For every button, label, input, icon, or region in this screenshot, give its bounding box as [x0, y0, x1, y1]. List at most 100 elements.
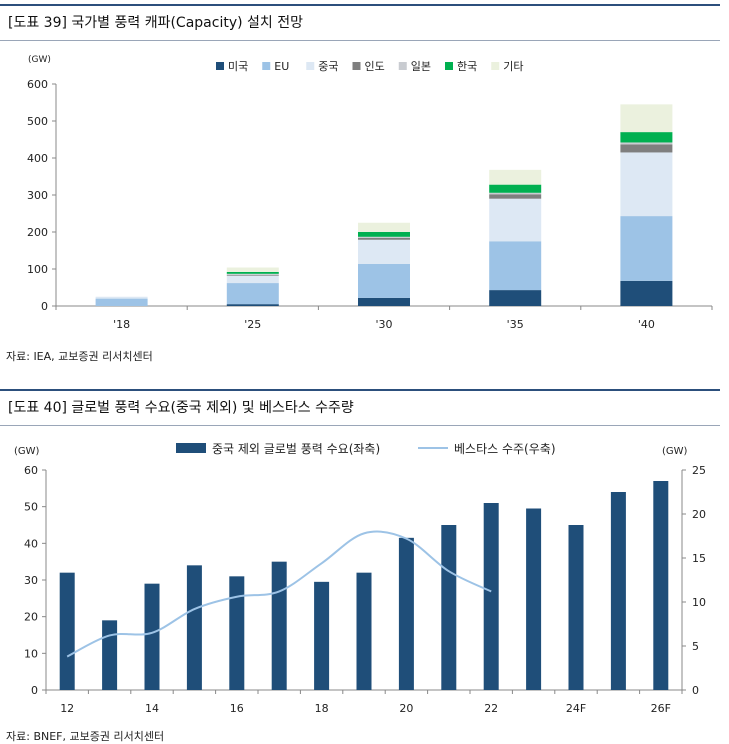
x-tick-label: 24F [566, 702, 586, 715]
x-tick-label: 12 [60, 702, 74, 715]
demand-bar [526, 508, 542, 690]
bar-segment [358, 297, 410, 306]
bar-segment [620, 144, 673, 153]
y-axis-unit: (GW) [28, 55, 51, 65]
y-tick-label: 300 [27, 189, 48, 202]
bar-segment [489, 198, 542, 242]
bar-segment [489, 169, 542, 185]
left-y-tick-label: 40 [24, 537, 38, 550]
legend-swatch [262, 62, 271, 70]
right-axis-unit: (GW) [662, 446, 688, 457]
left-y-tick-label: 0 [31, 684, 38, 697]
left-axis-unit: (GW) [14, 446, 40, 457]
right-y-tick-label: 15 [692, 552, 706, 565]
bar-segment [358, 222, 410, 232]
title-bar: [도표 40] 글로벌 풍력 수요(중국 제외) 및 베스타스 수주량 [0, 389, 720, 426]
x-tick-label: '25 [244, 318, 261, 331]
right-y-tick-label: 25 [692, 464, 706, 477]
bar-segment [620, 152, 673, 217]
legend-label: 한국 [457, 60, 477, 73]
left-y-tick-label: 10 [24, 647, 38, 660]
vestas-orders-line [66, 530, 492, 658]
x-tick-label: '35 [507, 318, 524, 331]
legend-swatch [445, 62, 453, 70]
demand-bar [102, 620, 118, 690]
bar-segment [226, 271, 279, 274]
legend-swatch [398, 62, 407, 70]
legend-swatch [491, 62, 500, 70]
legend-label: 중국 [318, 60, 338, 73]
y-tick-label: 400 [27, 152, 48, 165]
bar-segment [95, 298, 148, 306]
legend-label: 중국 제외 글로벌 풍력 수요(좌축) [212, 442, 380, 456]
left-y-tick-label: 50 [24, 501, 38, 514]
bar-segment [489, 192, 542, 195]
bar-segment [620, 132, 673, 143]
demand-bar [356, 572, 372, 690]
left-y-tick-label: 20 [24, 611, 38, 624]
right-y-tick-label: 5 [692, 640, 699, 653]
demand-bar [314, 581, 330, 690]
demand-bar [271, 561, 287, 690]
legend-label: 기타 [503, 60, 523, 73]
bar-segment [358, 236, 410, 238]
chart-title: [도표 39] 국가별 풍력 캐파(Capacity) 설치 전망 [8, 15, 303, 31]
bar-segment [358, 239, 410, 264]
legend-label: 베스타스 수주(우축) [454, 442, 556, 456]
left-y-tick-label: 30 [24, 574, 38, 587]
bar-segment [489, 184, 542, 193]
bar-segment [489, 241, 542, 291]
source-note: 자료: BNEF, 교보증권 리서치센터 [6, 730, 165, 743]
legend-swatch [176, 443, 206, 453]
x-tick-label: 16 [230, 702, 244, 715]
x-tick-label: 14 [145, 702, 159, 715]
x-tick-label: '40 [638, 318, 655, 331]
bar-segment [358, 263, 410, 298]
left-y-tick-label: 60 [24, 464, 38, 477]
legend-swatch [352, 62, 361, 70]
chart-title: [도표 40] 글로벌 풍력 수요(중국 제외) 및 베스타스 수주량 [8, 400, 354, 416]
x-tick-label: 26F [651, 702, 671, 715]
bar-segment [226, 267, 279, 272]
y-tick-label: 200 [27, 226, 48, 239]
legend-swatch [306, 62, 315, 70]
x-tick-label: 22 [484, 702, 498, 715]
bar-segment [358, 237, 410, 240]
bar-segment [489, 290, 542, 306]
panel-global-wind-demand: [도표 40] 글로벌 풍력 수요(중국 제외) 및 베스타스 수주량 (GW)… [0, 372, 729, 744]
demand-bar [441, 525, 457, 690]
demand-bar [229, 576, 245, 690]
panel-country-wind-capacity: [도표 39] 국가별 풍력 캐파(Capacity) 설치 전망 (GW) 미국… [0, 4, 720, 363]
bar-segment [358, 232, 410, 237]
stacked-bar-chart: (GW) 미국 EU 중국 인도 일본 한국 기타 0 100 200 300 400 500 600 '18… [27, 55, 713, 331]
right-y-tick-label: 0 [692, 684, 699, 697]
y-tick-label: 100 [27, 263, 48, 276]
legend-swatch [216, 62, 224, 70]
x-tick-label: '30 [375, 318, 392, 331]
y-tick-label: 600 [27, 78, 48, 91]
legend-label: 일본 [411, 59, 431, 73]
demand-bar [483, 503, 499, 690]
bar-segment [226, 304, 279, 306]
bar-segment [620, 142, 673, 145]
bar-segment [620, 280, 673, 306]
bar-segment [226, 273, 279, 275]
bar-segment [489, 194, 542, 199]
bar-segment [620, 216, 673, 281]
demand-bar [186, 565, 202, 690]
bar-segment [226, 274, 279, 276]
bar-line-combo-chart: (GW) (GW) 중국 제외 글로벌 풍력 수요(좌축) 베스타스 수주(우축) 0 1… [14, 442, 706, 715]
title-bar: [도표 39] 국가별 풍력 캐파(Capacity) 설치 전망 [0, 4, 720, 41]
x-tick-label: 18 [315, 702, 329, 715]
bar-segment [620, 104, 673, 133]
demand-bar [144, 583, 160, 690]
demand-bar [59, 572, 75, 690]
demand-bar [398, 537, 414, 690]
bar-segment [226, 275, 279, 284]
bar-segment [226, 283, 279, 305]
bar-segment [95, 296, 148, 299]
legend-label: 인도 [365, 60, 385, 73]
y-tick-label: 500 [27, 115, 48, 128]
x-tick-label: '18 [113, 318, 130, 331]
right-y-tick-label: 10 [692, 596, 706, 609]
